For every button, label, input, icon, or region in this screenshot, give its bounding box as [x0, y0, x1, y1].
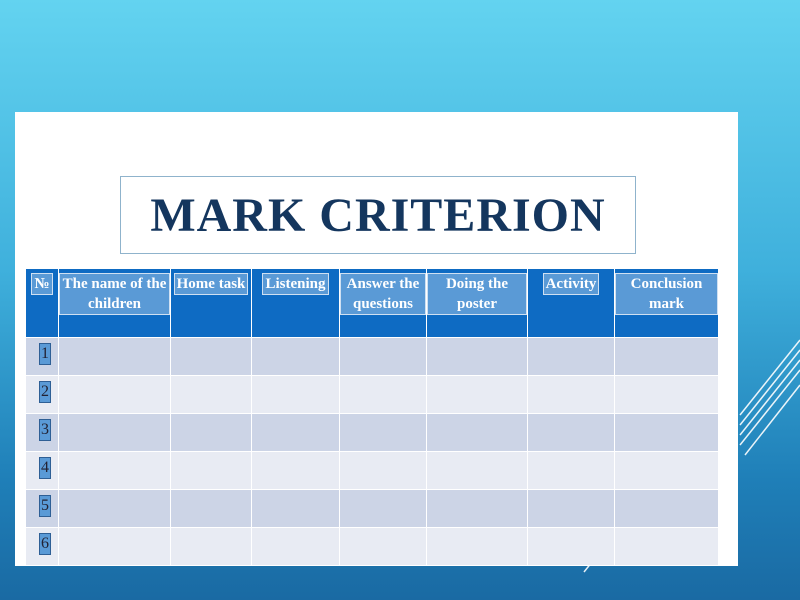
row-number: 6	[39, 533, 51, 555]
header-poster: Doing the poster	[426, 268, 528, 338]
table-cell[interactable]	[339, 451, 427, 490]
table-cell[interactable]	[170, 451, 252, 490]
row-number-cell: 6	[25, 527, 59, 566]
table-cell[interactable]	[426, 337, 528, 376]
table-cell[interactable]	[614, 375, 719, 414]
row-number: 2	[39, 381, 51, 403]
table-cell[interactable]	[614, 337, 719, 376]
table-row: 5	[25, 489, 719, 528]
table-cell[interactable]	[58, 527, 171, 566]
header-row: № The name of the children Home task Lis…	[25, 268, 719, 338]
slide-title: MARK CRITERION	[150, 188, 606, 242]
table-cell[interactable]	[426, 527, 528, 566]
header-answer: Answer the questions	[339, 268, 427, 338]
table-cell[interactable]	[251, 451, 340, 490]
table-cell[interactable]	[426, 451, 528, 490]
row-number: 5	[39, 495, 51, 517]
table-cell[interactable]	[527, 527, 615, 566]
header-number: №	[25, 268, 59, 338]
table-cell[interactable]	[339, 375, 427, 414]
header-name: The name of the children	[58, 268, 171, 338]
table-cell[interactable]	[339, 337, 427, 376]
table-cell[interactable]	[527, 375, 615, 414]
table-cell[interactable]	[614, 451, 719, 490]
table-cell[interactable]	[339, 413, 427, 452]
table-cell[interactable]	[426, 413, 528, 452]
table-row: 1	[25, 337, 719, 376]
row-number-cell: 1	[25, 337, 59, 376]
header-activity: Activity	[527, 268, 615, 338]
table-cell[interactable]	[339, 489, 427, 528]
table-cell[interactable]	[339, 527, 427, 566]
table-cell[interactable]	[614, 527, 719, 566]
row-number-cell: 5	[25, 489, 59, 528]
header-conclusion: Conclusion mark	[614, 268, 719, 338]
table-cell[interactable]	[251, 527, 340, 566]
table-row: 3	[25, 413, 719, 452]
row-number: 3	[39, 419, 51, 441]
mark-criterion-table: № The name of the children Home task Lis…	[25, 268, 719, 566]
table-cell[interactable]	[251, 337, 340, 376]
table-cell[interactable]	[426, 489, 528, 528]
table-cell[interactable]	[58, 413, 171, 452]
table-cell[interactable]	[527, 413, 615, 452]
table-cell[interactable]	[170, 413, 252, 452]
table-cell[interactable]	[170, 337, 252, 376]
table-cell[interactable]	[251, 413, 340, 452]
table-cell[interactable]	[251, 489, 340, 528]
table-cell[interactable]	[614, 489, 719, 528]
table-row: 2	[25, 375, 719, 414]
table-cell[interactable]	[58, 489, 171, 528]
header-home-task: Home task	[170, 268, 252, 338]
table-cell[interactable]	[58, 375, 171, 414]
table-cell[interactable]	[426, 375, 528, 414]
title-box: MARK CRITERION	[120, 176, 636, 254]
table-cell[interactable]	[58, 337, 171, 376]
table-cell[interactable]	[58, 451, 171, 490]
table-row: 6	[25, 527, 719, 566]
slide-content: MARK CRITERION № The name of the childre…	[15, 112, 738, 566]
table-cell[interactable]	[170, 527, 252, 566]
row-number: 1	[39, 343, 51, 365]
header-listening: Listening	[251, 268, 340, 338]
table-cell[interactable]	[251, 375, 340, 414]
table-cell[interactable]	[527, 489, 615, 528]
table-cell[interactable]	[527, 337, 615, 376]
row-number-cell: 2	[25, 375, 59, 414]
table-cell[interactable]	[614, 413, 719, 452]
table-cell[interactable]	[527, 451, 615, 490]
row-number: 4	[39, 457, 51, 479]
row-number-cell: 3	[25, 413, 59, 452]
table-cell[interactable]	[170, 489, 252, 528]
table-row: 4	[25, 451, 719, 490]
row-number-cell: 4	[25, 451, 59, 490]
table-cell[interactable]	[170, 375, 252, 414]
